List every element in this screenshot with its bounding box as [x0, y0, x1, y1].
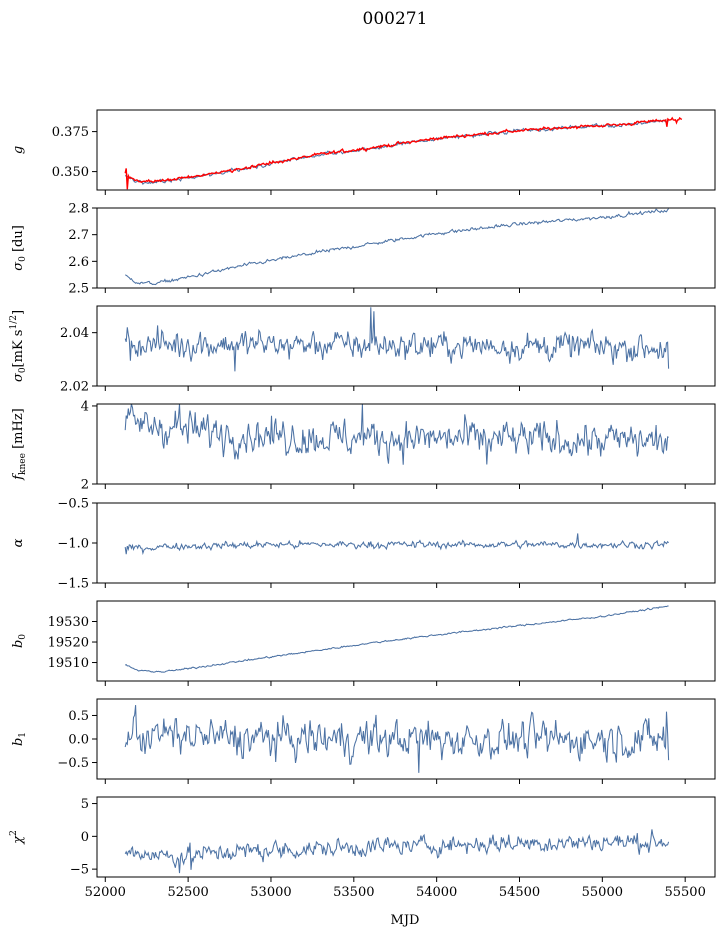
- series-line-alpha-0: [124, 533, 669, 556]
- x-tick-label-3: 53500: [333, 885, 374, 900]
- y-label-main: σ: [11, 261, 26, 271]
- y-tick-label-fknee-1: 4: [81, 399, 89, 414]
- y-tick-label-b1-1: 0.0: [68, 733, 89, 748]
- x-tick-label-1: 52500: [167, 885, 208, 900]
- panel-frame-fknee: [96, 403, 716, 485]
- series-line-chi2-0: [124, 829, 670, 874]
- y-tick-label-b1-2: 0.5: [68, 709, 89, 724]
- x-tick-label-0: 52000: [85, 885, 126, 900]
- y-label-main: χ: [11, 835, 26, 845]
- y-tick-label-alpha-1: −1.0: [57, 537, 89, 552]
- y-tick-label-chi2-1: 0: [81, 830, 89, 845]
- y-axis-label-b0: b0: [11, 634, 28, 648]
- x-tick-label-2: 53000: [250, 885, 291, 900]
- series-line-g-1: [124, 116, 683, 190]
- y-label-superscript: 2: [9, 830, 19, 836]
- series-line-sigma0_du-0: [124, 208, 669, 286]
- y-tick-label-alpha-2: −0.5: [57, 497, 89, 512]
- panel-frame-sigma0_mk: [96, 305, 716, 387]
- y-label-superscript: 1/2: [9, 315, 19, 329]
- y-tick-label-sigma0_mk-1: 2.04: [60, 326, 89, 341]
- y-tick-label-b0-0: 19510: [48, 656, 89, 671]
- y-axis-label-chi2: χ2: [9, 830, 26, 845]
- figure-title: 000271: [363, 9, 428, 29]
- y-label-rest: [mK s: [11, 330, 26, 368]
- series-line-b0-0: [124, 605, 669, 673]
- panel-frame-g: [96, 109, 716, 191]
- panel-fknee: 2 4 fknee [mHz]: [11, 399, 716, 493]
- y-tick-label-g-1: 0.375: [52, 125, 89, 140]
- y-label-main: σ: [11, 372, 26, 382]
- panel-frame-chi2: [96, 796, 716, 878]
- y-tick-label-b1-0: −0.5: [57, 756, 89, 771]
- y-tick-label-fknee-0: 2: [81, 478, 89, 493]
- y-tick-label-sigma0_mk-0: 2.02: [60, 380, 89, 395]
- x-tick-label-7: 55500: [664, 885, 705, 900]
- x-axis-label: MJD: [391, 913, 420, 928]
- y-label-subscript: knee: [18, 453, 28, 475]
- panel-frame-sigma0_du: [96, 207, 716, 289]
- y-tick-label-chi2-0: −5: [70, 863, 89, 878]
- y-tick-label-sigma0_du-1: 2.6: [68, 255, 89, 270]
- x-tick-label-5: 54500: [499, 885, 540, 900]
- y-tick-label-b0-2: 19530: [48, 615, 89, 630]
- panel-g: 0.350 0.375 g: [11, 109, 716, 195]
- y-axis-label-b1: b1: [11, 732, 28, 746]
- y-label-main: α: [11, 538, 26, 547]
- panel-alpha: −1.5 −1.0 −0.5 α: [11, 497, 716, 592]
- y-tick-label-g-0: 0.350: [52, 165, 89, 180]
- panel-frame-alpha: [96, 502, 716, 584]
- y-label-rest: [du]: [11, 225, 26, 256]
- y-label-subscript: 0: [18, 256, 28, 262]
- panel-sigma0_du: 2.5 2.6 2.7 2.8 σ0 [du]: [11, 202, 716, 297]
- panel-frame-b0: [96, 600, 716, 682]
- x-tick-label-4: 54000: [416, 885, 457, 900]
- y-label-main: f: [11, 473, 26, 481]
- y-label-main: b: [11, 640, 26, 648]
- y-label-end: ]: [11, 310, 26, 315]
- y-axis-label-sigma0_du: σ0 [du]: [11, 225, 28, 271]
- y-tick-label-b0-1: 19520: [48, 636, 89, 651]
- y-tick-label-chi2-2: 5: [81, 797, 89, 812]
- y-axis-label-sigma0_mk: σ0[mK s1/2]: [9, 310, 28, 382]
- y-label-subscript: 1: [18, 732, 28, 738]
- y-tick-label-sigma0_du-2: 2.7: [68, 228, 89, 243]
- x-tick-label-6: 55000: [582, 885, 623, 900]
- series-line-sigma0_mk-0: [124, 307, 670, 372]
- y-tick-label-sigma0_du-0: 2.5: [68, 282, 89, 297]
- y-axis-label-g: g: [11, 146, 26, 154]
- panel-sigma0_mk: 2.02 2.04 σ0[mK s1/2]: [9, 305, 716, 395]
- y-axis-label-alpha: α: [11, 538, 26, 547]
- y-tick-label-sigma0_du-3: 2.8: [68, 202, 89, 217]
- y-label-subscript: 0: [18, 634, 28, 640]
- y-tick-label-alpha-0: −1.5: [57, 577, 89, 592]
- series-line-fknee-0: [124, 404, 669, 465]
- series-line-b1-0: [124, 705, 670, 773]
- y-label-subscript: 0: [18, 367, 28, 373]
- panel-b0: 19510 19520 19530 b0: [11, 600, 716, 686]
- panel-chi2: −5 0 5 52000 52500 53000 53500 54000 54500 55000 5…: [9, 796, 716, 900]
- y-label-rest: [mHz]: [11, 408, 26, 453]
- panel-b1: −0.5 0.0 0.5 b1: [11, 698, 716, 784]
- y-label-main: b: [11, 738, 26, 746]
- y-label-main: g: [11, 146, 26, 154]
- y-axis-label-fknee: fknee [mHz]: [11, 408, 28, 481]
